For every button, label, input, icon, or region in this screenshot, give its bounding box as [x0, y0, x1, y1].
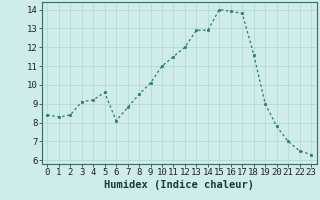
X-axis label: Humidex (Indice chaleur): Humidex (Indice chaleur): [104, 180, 254, 190]
